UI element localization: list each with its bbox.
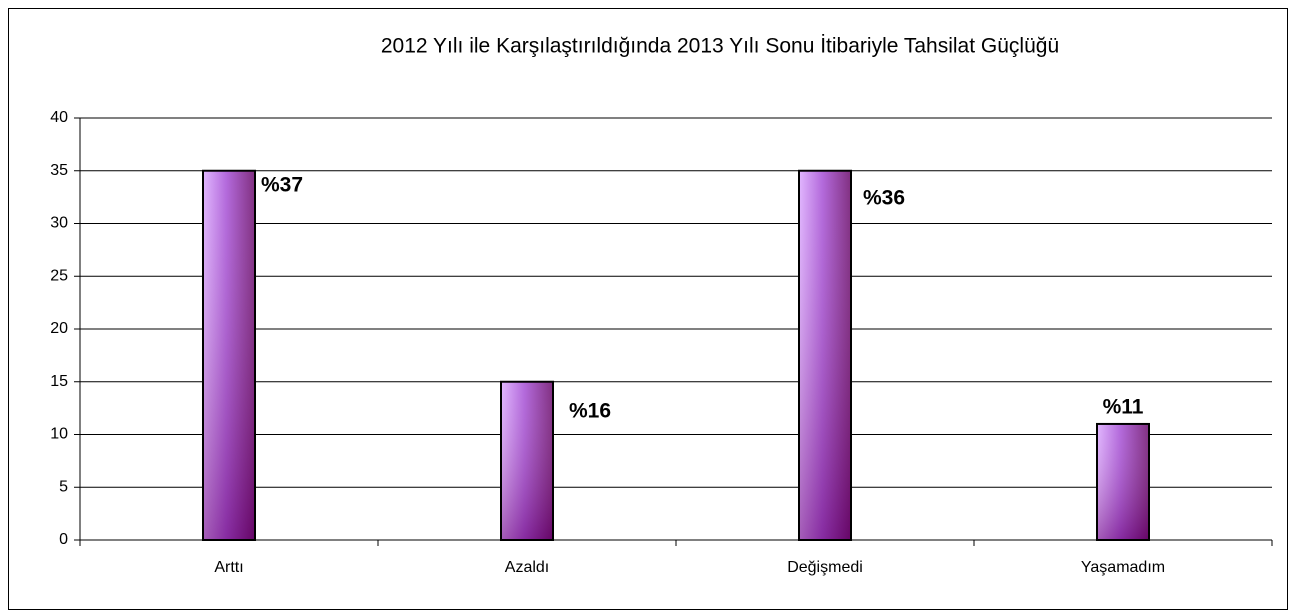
x-tick-label: Değişmedi: [787, 559, 863, 576]
bar-label: %36: [863, 186, 905, 209]
bar-shade: [1098, 424, 1148, 539]
bar-shade: [204, 171, 254, 539]
x-tick-label: Azaldı: [505, 559, 549, 576]
y-tick-label: 25: [50, 267, 68, 284]
y-tick-label: 35: [50, 162, 68, 179]
bar-shade: [800, 171, 850, 539]
y-tick-label: 10: [50, 426, 68, 443]
y-tick-label: 40: [50, 109, 68, 126]
chart-title: 2012 Yılı ile Karşılaştırıldığında 2013 …: [381, 35, 1059, 58]
bar-label: %11: [1103, 395, 1144, 418]
bar-label: %37: [261, 173, 303, 196]
y-tick-label: 5: [59, 478, 68, 495]
chart-frame: [8, 8, 1288, 610]
bar-shade: [502, 382, 552, 539]
y-tick-label: 0: [59, 531, 68, 548]
y-tick-label: 15: [50, 373, 68, 390]
y-tick-label: 20: [50, 320, 68, 337]
bar-label: %16: [569, 399, 611, 422]
x-tick-label: Yaşamadım: [1081, 559, 1165, 576]
x-tick-label: Arttı: [214, 559, 243, 576]
y-tick-label: 30: [50, 215, 68, 232]
